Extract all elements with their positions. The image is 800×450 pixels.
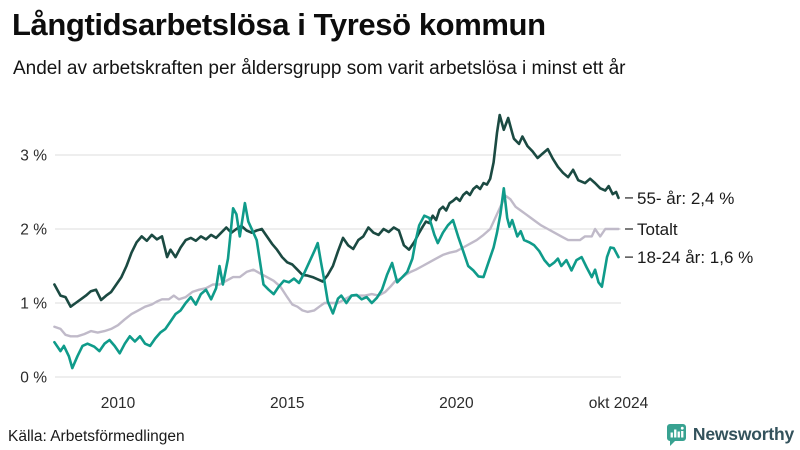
- page-title: Långtidsarbetslösa i Tyresö kommun: [12, 7, 546, 42]
- x-axis-tick-label: 2015: [270, 395, 304, 412]
- page-subtitle: Andel av arbetskraften per åldersgrupp s…: [13, 58, 626, 79]
- y-axis-tick-label: 3 %: [20, 148, 47, 165]
- series-line-55-r: [53, 113, 620, 309]
- series-end-label-18-24-r: 18-24 år: 1,6 %: [637, 248, 753, 267]
- y-axis-tick-label: 2 %: [20, 222, 47, 239]
- newsworthy-brand-link[interactable]: Newsworthy: [666, 423, 794, 446]
- series-end-label-55-r: 55- år: 2,4 %: [637, 189, 734, 208]
- x-axis-tick-label: 2010: [101, 395, 136, 412]
- newsworthy-logo-icon: [666, 424, 686, 446]
- series-end-label-totalt: Totalt: [637, 220, 678, 239]
- series-line-18-24-r: [53, 187, 620, 370]
- x-axis-tick-label: 2020: [439, 395, 474, 412]
- source-note: Källa: Arbetsförmedlingen: [8, 428, 185, 445]
- y-axis-tick-label: 1 %: [20, 296, 47, 313]
- x-axis-tick-label: okt 2024: [589, 395, 649, 412]
- series-line-totalt: [53, 194, 620, 338]
- newsworthy-brand-name: Newsworthy: [692, 424, 794, 444]
- y-axis-tick-label: 0 %: [20, 370, 47, 387]
